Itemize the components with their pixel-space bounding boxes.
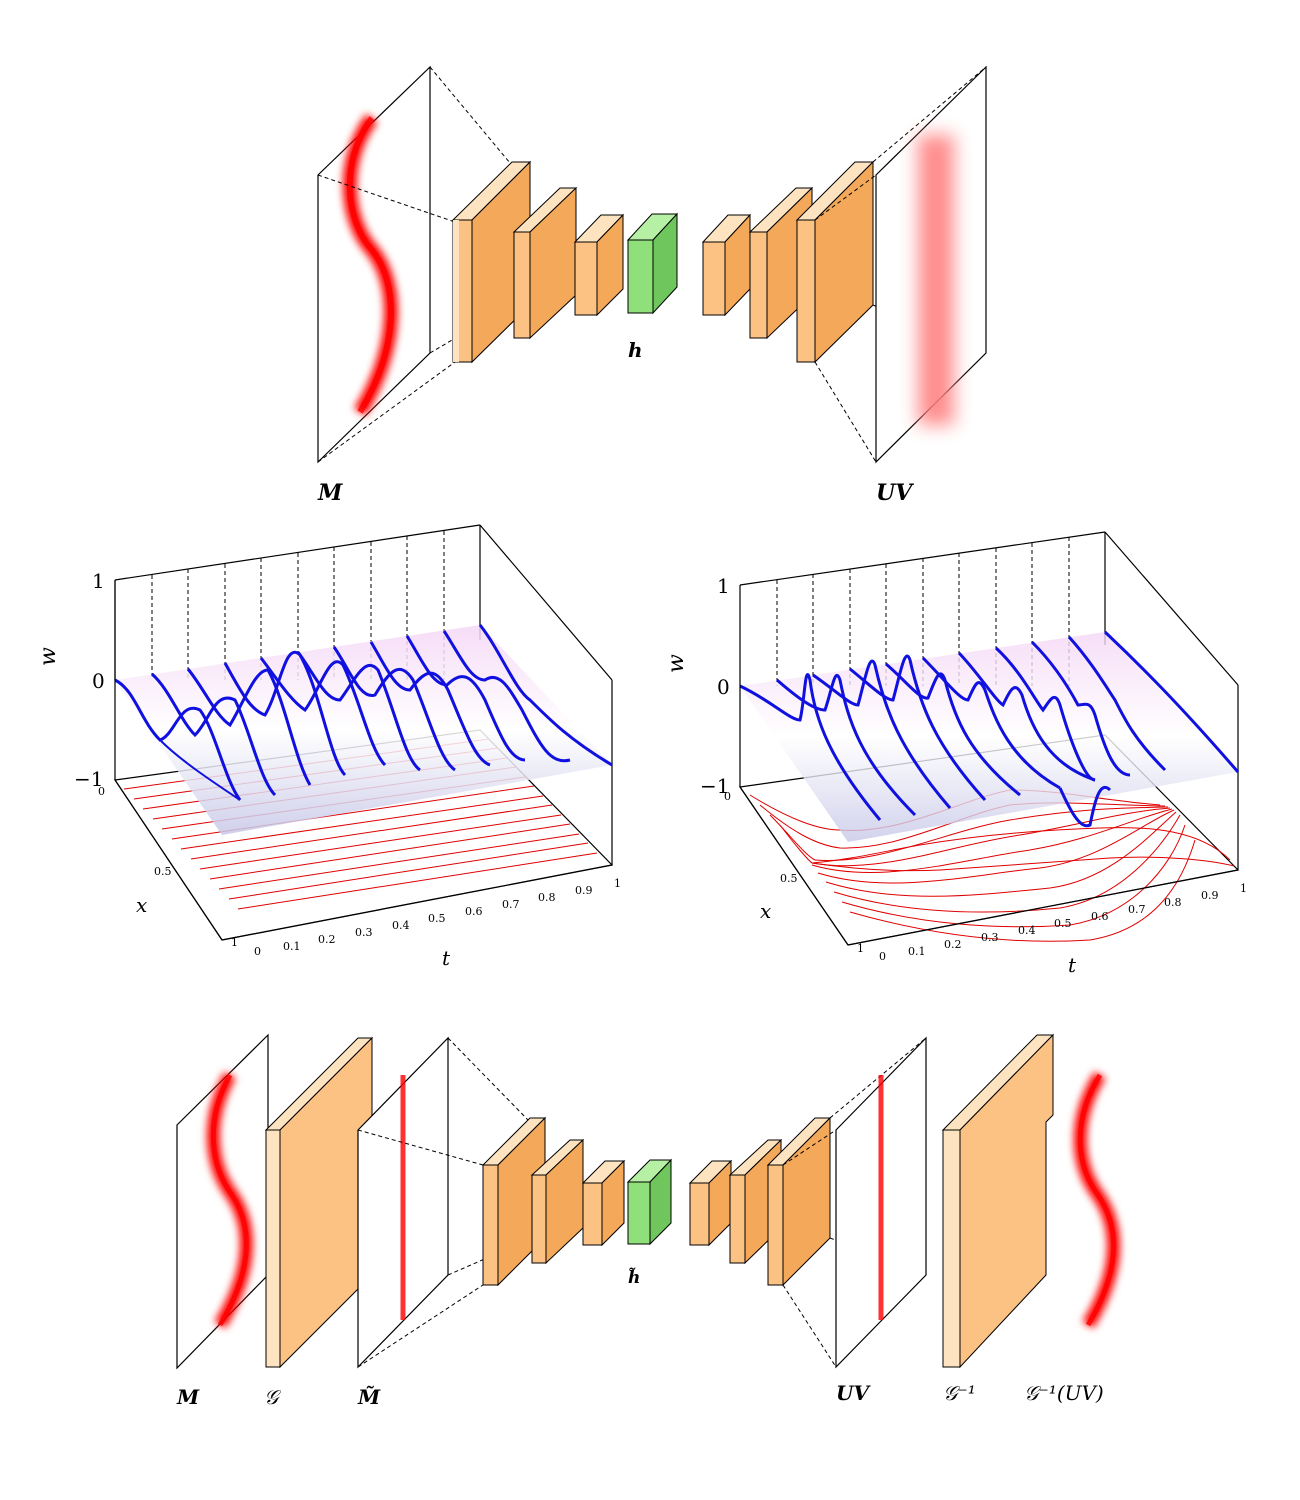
x-tick-1: 1 xyxy=(231,936,238,949)
back-wall-ticks-right xyxy=(776,537,1070,686)
encoder-block-3 xyxy=(573,213,625,317)
floor-contours-right xyxy=(749,789,1235,942)
surface-plot-right: 1 0 −1 w 0 0.5 1 x 0 0.1 0.2 0.3 0.4 0.5… xyxy=(664,531,1247,977)
svg-text:0.1: 0.1 xyxy=(908,945,926,958)
svg-text:0.1: 0.1 xyxy=(283,940,301,953)
latent-block-h xyxy=(626,212,679,315)
svg-text:0.7: 0.7 xyxy=(502,898,520,911)
bottom-latent-label: h̃ xyxy=(628,1268,640,1288)
svg-text:0.3: 0.3 xyxy=(981,931,999,944)
svg-text:0.4: 0.4 xyxy=(392,919,410,932)
surface-slices-left xyxy=(114,624,613,801)
svg-text:0.8: 0.8 xyxy=(1164,896,1182,909)
svg-text:0: 0 xyxy=(879,950,886,963)
svg-text:0: 0 xyxy=(254,945,261,958)
bottom-latent-block xyxy=(626,1158,673,1246)
decoder-block-3 xyxy=(795,160,875,364)
bottom-uv-sheet xyxy=(835,1036,927,1369)
bottom-label-uv: UV xyxy=(836,1381,871,1405)
encoder-block-2 xyxy=(512,186,578,340)
svg-text:0.3: 0.3 xyxy=(355,926,373,939)
svg-text:0.6: 0.6 xyxy=(1091,910,1109,923)
output-label-uv: UV xyxy=(876,480,914,506)
input-sheet-m xyxy=(317,65,431,464)
t-axis-label: t xyxy=(442,946,451,970)
g-inverse-block xyxy=(941,1033,1055,1369)
surface-plot-left: 1 0 −1 w 0 0.5 1 x 0 0.1 0.2 0.3 0.4 0.5… xyxy=(36,524,621,970)
latent-label-h: h xyxy=(628,338,643,362)
svg-text:1: 1 xyxy=(1240,882,1247,895)
svg-text:0.9: 0.9 xyxy=(1201,889,1219,902)
output-blur-uv xyxy=(918,135,954,425)
t-axis-label-right: t xyxy=(1068,953,1077,977)
surface-slices-right xyxy=(739,630,1240,828)
svg-text:0.5: 0.5 xyxy=(1054,917,1072,930)
bottom-decoder-block-3 xyxy=(766,1116,832,1287)
svg-text:0.6: 0.6 xyxy=(465,905,483,918)
bottom-label-result: 𝒢⁻¹(UV) xyxy=(1024,1381,1104,1405)
bottom-input-sheet-m xyxy=(176,1033,269,1370)
w-tick-0-right: 0 xyxy=(717,675,730,699)
bottom-label-g-inverse: 𝒢⁻¹ xyxy=(943,1381,976,1405)
t-ticks-right: 0 0.1 0.2 0.3 0.4 0.5 0.6 0.7 0.8 0.9 1 xyxy=(879,882,1247,963)
bottom-encoder-block-3 xyxy=(581,1159,626,1247)
decoder-block-1 xyxy=(701,213,752,317)
x-tick-1-right: 1 xyxy=(857,942,864,955)
x-tick-0: 0 xyxy=(98,785,105,798)
w-axis-label-right: w xyxy=(664,654,689,673)
bottom-label-g: 𝒢 xyxy=(264,1385,282,1409)
svg-text:0.2: 0.2 xyxy=(318,933,336,946)
svg-text:0.8: 0.8 xyxy=(538,891,556,904)
bottom-label-m: M xyxy=(176,1385,200,1409)
svg-text:0.5: 0.5 xyxy=(428,912,446,925)
svg-text:1: 1 xyxy=(614,877,621,890)
bottom-label-m-tilde: M̃ xyxy=(357,1385,381,1409)
svg-text:0.4: 0.4 xyxy=(1018,924,1036,937)
x-axis-label-right: x xyxy=(760,899,771,923)
top-autoencoder-diagram: h M UV xyxy=(317,65,987,506)
input-label-m: M xyxy=(317,480,343,506)
t-ticks-left: 0 0.1 0.2 0.3 0.4 0.5 0.6 0.7 0.8 0.9 1 xyxy=(254,877,621,958)
x-axis-label: x xyxy=(136,893,147,917)
output-sheet-uv xyxy=(875,65,987,464)
result-wave xyxy=(1073,1071,1121,1329)
w-tick-minus1: −1 xyxy=(74,767,103,791)
w-tick-1-right: 1 xyxy=(717,574,730,598)
bottom-decoder-block-1 xyxy=(688,1159,733,1247)
svg-text:0.7: 0.7 xyxy=(1128,903,1146,916)
m-tilde-sheet xyxy=(357,1036,449,1369)
x-tick-0-right: 0 xyxy=(724,790,731,803)
bottom-encoder-block-2 xyxy=(530,1138,585,1265)
x-tick-05: 0.5 xyxy=(154,865,172,878)
w-axis-label: w xyxy=(36,647,61,666)
w-tick-1: 1 xyxy=(92,569,105,593)
w-tick-0: 0 xyxy=(92,669,105,693)
g-transform-block xyxy=(264,1036,374,1369)
bottom-autoencoder-diagram: h̃ xyxy=(176,1033,1121,1409)
w-tick-minus1-right: −1 xyxy=(700,774,729,798)
svg-text:0.2: 0.2 xyxy=(944,938,962,951)
x-tick-05-right: 0.5 xyxy=(780,872,798,885)
svg-text:0.9: 0.9 xyxy=(575,884,593,897)
